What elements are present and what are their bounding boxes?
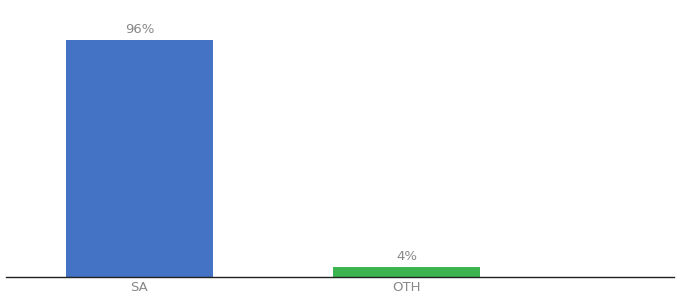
Text: 96%: 96% [124, 23, 154, 36]
Text: 4%: 4% [396, 250, 418, 263]
Bar [66, 40, 213, 277]
Bar [333, 267, 481, 277]
